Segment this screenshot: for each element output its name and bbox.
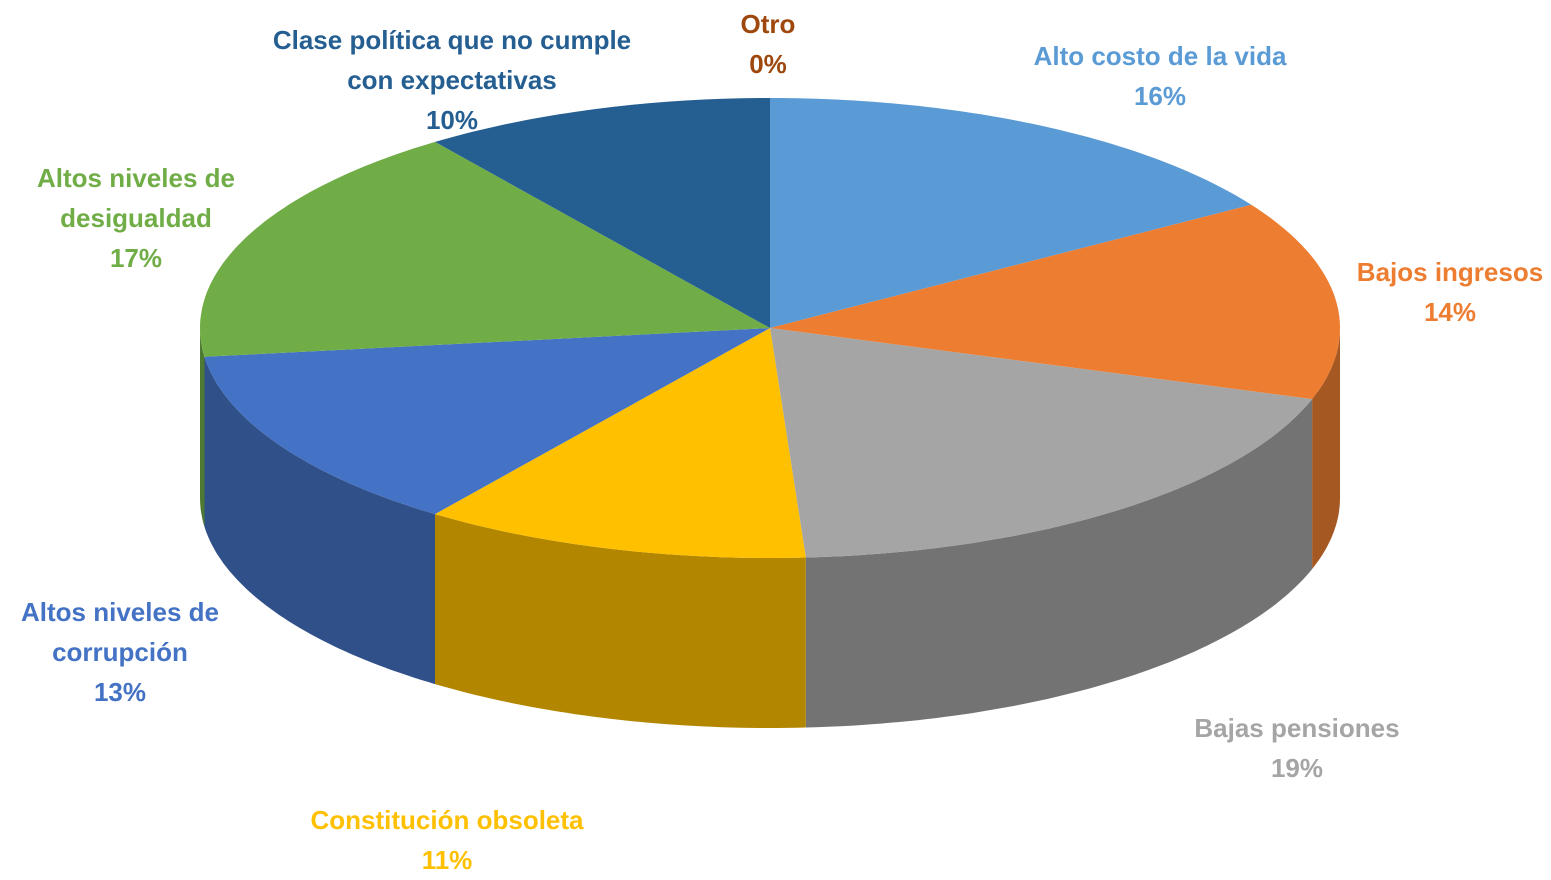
data-label: Altos niveles de desigualdad 17% [16, 158, 256, 278]
label-name: Constitución obsoleta [310, 805, 584, 835]
slice-side [1312, 328, 1340, 570]
slice [200, 141, 770, 357]
label-value: 19% [1270, 753, 1324, 783]
label-name: Clase política que no cumple con expecta… [272, 25, 632, 95]
label-value: 17% [109, 243, 163, 273]
slice-side [200, 328, 205, 527]
data-label: Clase política que no cumple con expecta… [272, 20, 632, 140]
slice [435, 328, 806, 558]
slice [770, 328, 1313, 558]
data-label: Otro 0% [708, 4, 828, 84]
label-value: 0% [749, 49, 787, 79]
label-value: 13% [93, 677, 147, 707]
data-label: Altos niveles de corrupción 13% [0, 592, 240, 712]
label-value: 10% [425, 105, 479, 135]
data-label: Bajos ingresos 14% [1320, 252, 1551, 332]
slice-side [805, 399, 1313, 728]
data-label: Alto costo de la vida 16% [990, 36, 1330, 116]
label-name: Bajas pensiones [1194, 713, 1400, 743]
slice [770, 98, 1252, 328]
label-value: 16% [1133, 81, 1187, 111]
label-name: Bajos ingresos [1356, 257, 1544, 287]
slice-side [435, 514, 806, 728]
label-value: 11% [421, 845, 473, 875]
slice-side [204, 356, 435, 685]
slice [204, 328, 770, 515]
label-name: Altos niveles de desigualdad [37, 163, 235, 233]
label-name: Otro [740, 9, 796, 39]
label-name: Altos niveles de corrupción [21, 597, 219, 667]
slice [770, 204, 1340, 400]
label-value: 14% [1423, 297, 1477, 327]
slice [435, 98, 770, 328]
data-label: Bajas pensiones 19% [1147, 708, 1447, 788]
label-name: Alto costo de la vida [1033, 41, 1287, 71]
data-label: Constitución obsoleta 11% [267, 800, 627, 880]
